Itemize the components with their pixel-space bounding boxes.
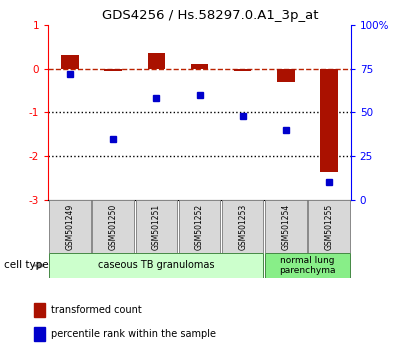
FancyBboxPatch shape [265,200,307,253]
Text: GDS4256 / Hs.58297.0.A1_3p_at: GDS4256 / Hs.58297.0.A1_3p_at [102,9,318,22]
FancyBboxPatch shape [136,200,177,253]
FancyBboxPatch shape [222,200,263,253]
FancyBboxPatch shape [49,200,91,253]
Bar [34,303,45,317]
Text: GSM501249: GSM501249 [66,204,74,250]
Bar [191,64,208,69]
Bar [234,69,251,71]
Text: caseous TB granulomas: caseous TB granulomas [98,261,215,270]
FancyBboxPatch shape [265,253,350,278]
Text: GSM501252: GSM501252 [195,204,204,250]
FancyBboxPatch shape [308,200,350,253]
FancyBboxPatch shape [92,200,134,253]
Text: transformed count: transformed count [51,305,142,315]
FancyBboxPatch shape [179,200,220,253]
Text: percentile rank within the sample: percentile rank within the sample [51,329,216,339]
Text: GSM501251: GSM501251 [152,204,161,250]
Bar [34,327,45,341]
Text: GSM501250: GSM501250 [109,204,118,250]
Bar [277,69,294,82]
Text: GSM501253: GSM501253 [238,204,247,250]
Text: normal lung
parenchyma: normal lung parenchyma [279,256,336,275]
Bar [320,69,338,172]
Text: cell type: cell type [4,261,49,270]
Bar [61,56,79,69]
Text: GSM501254: GSM501254 [281,204,290,250]
Text: GSM501255: GSM501255 [325,204,333,250]
FancyBboxPatch shape [49,253,263,278]
Bar [148,53,165,69]
Bar [105,69,122,71]
